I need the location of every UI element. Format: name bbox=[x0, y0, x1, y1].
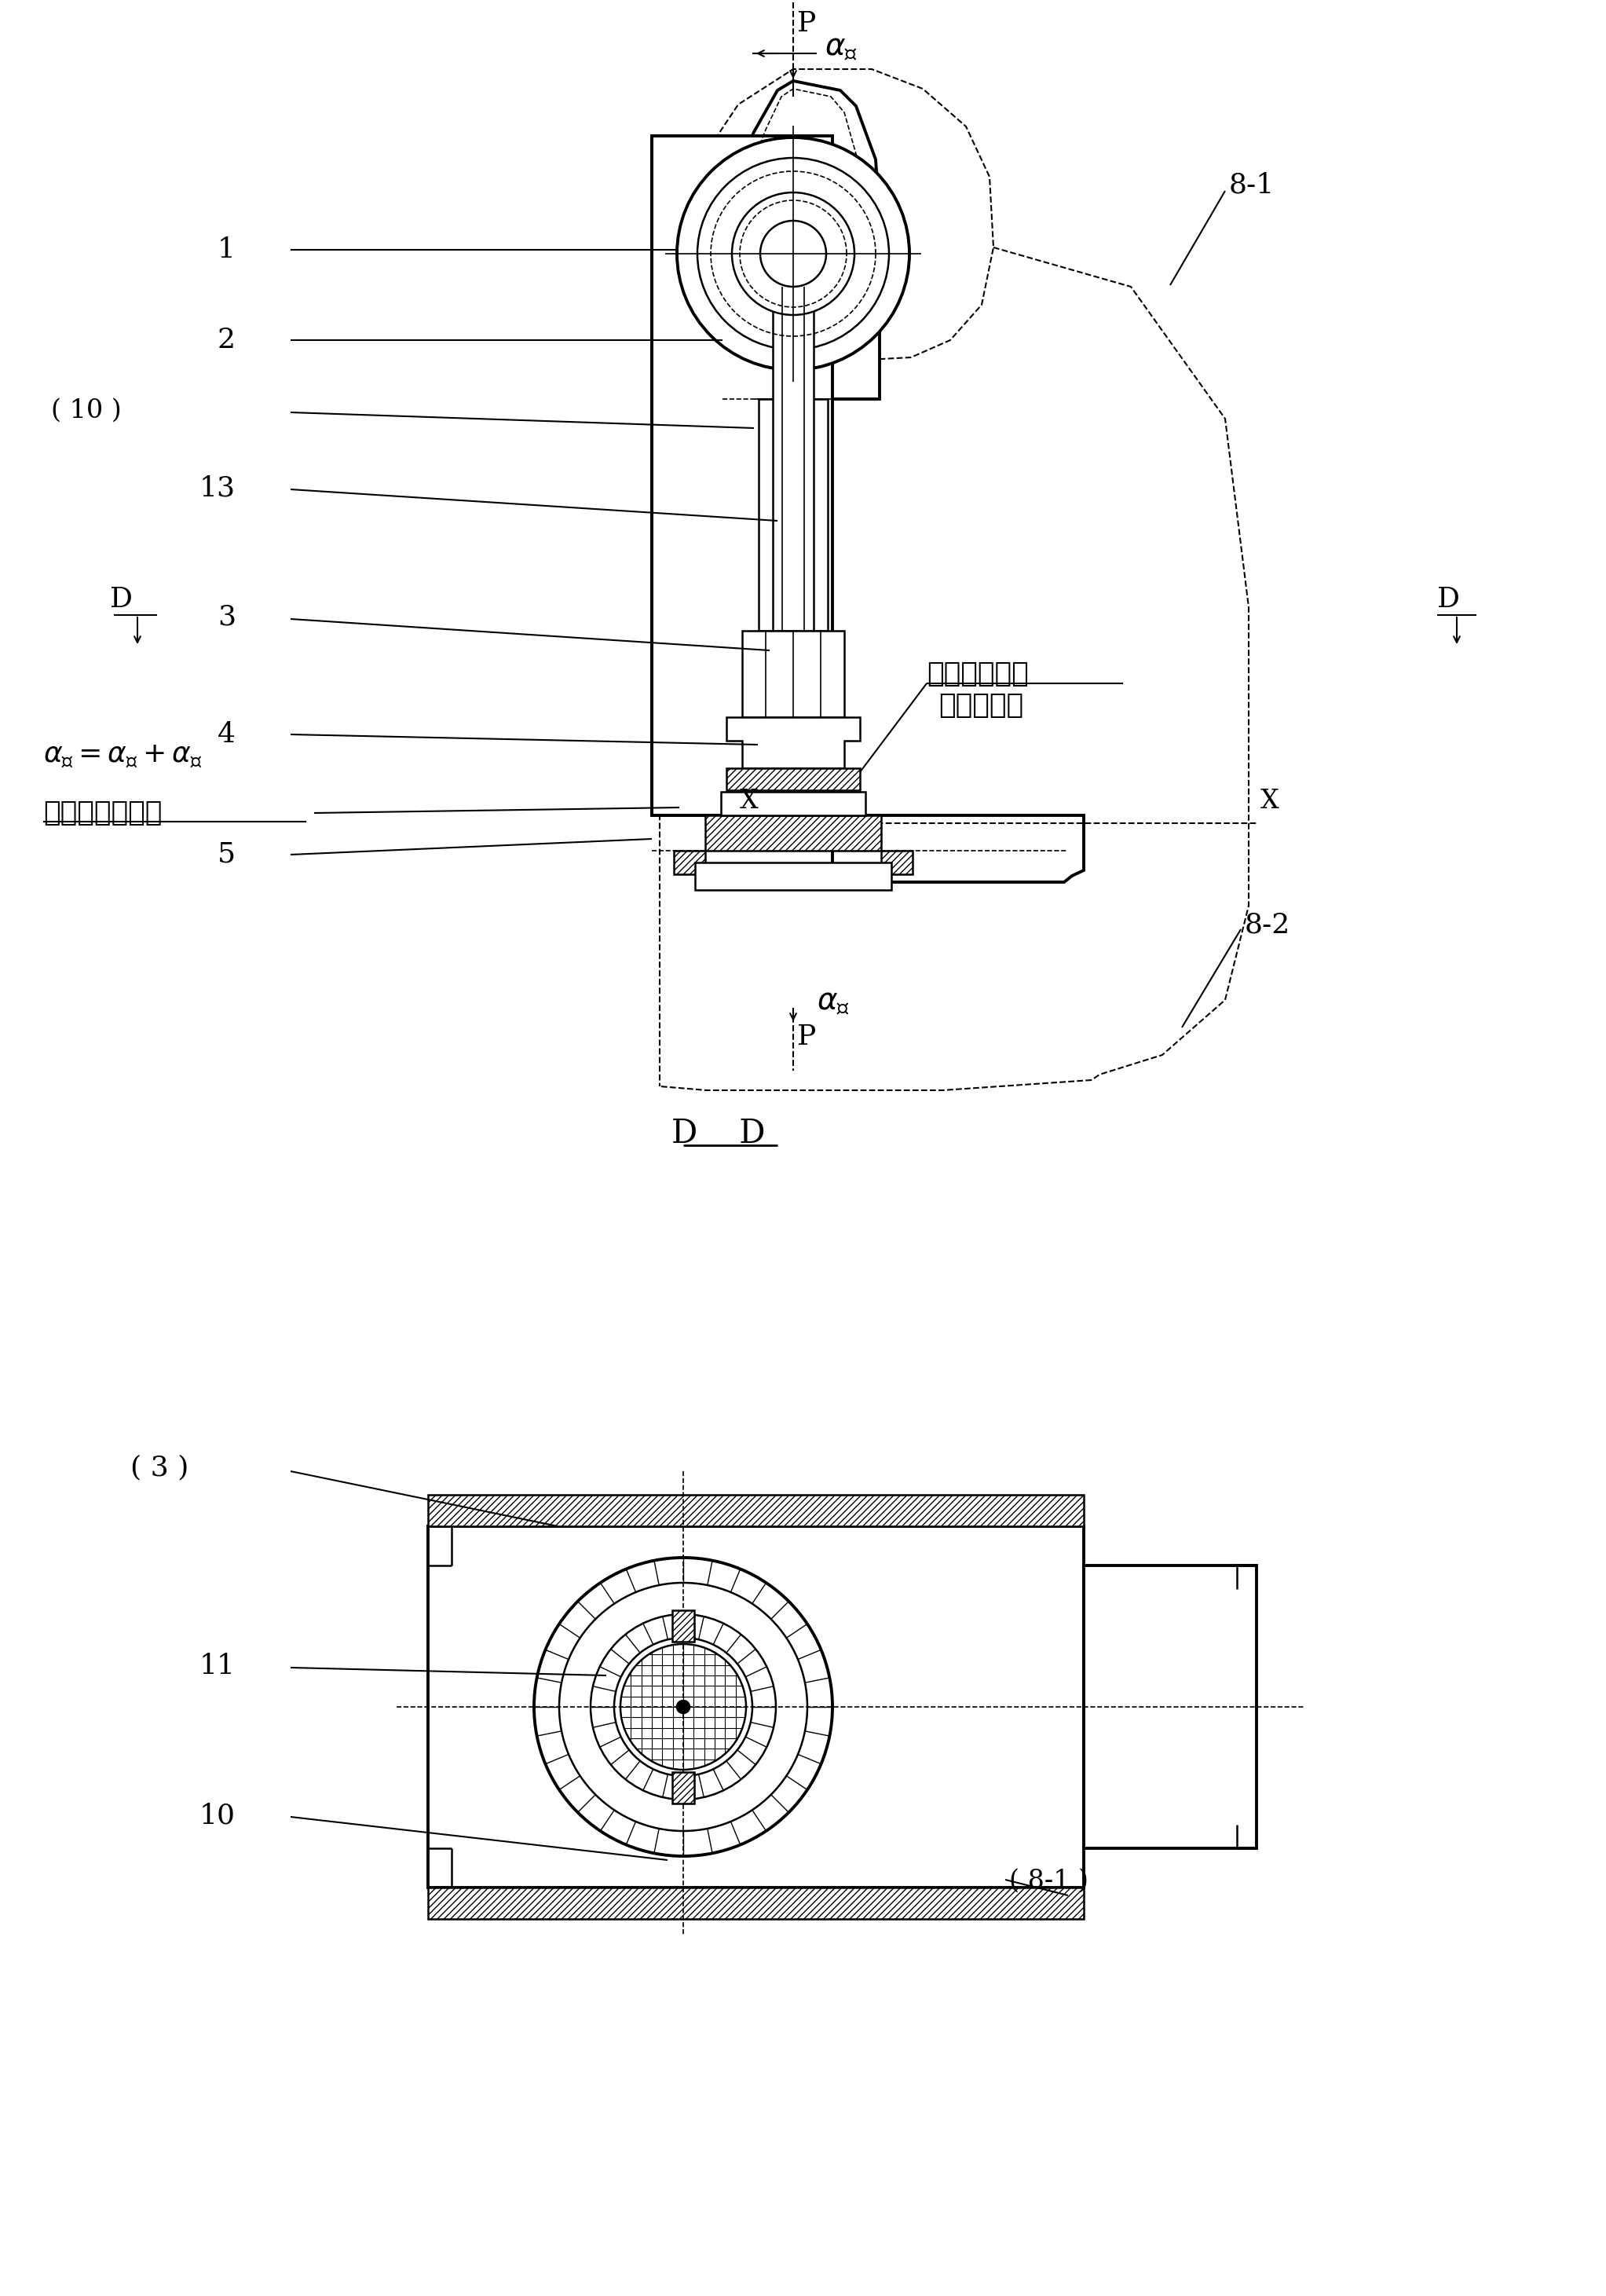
Text: D: D bbox=[1437, 585, 1460, 613]
Text: X: X bbox=[740, 788, 758, 813]
Text: ( 3 ): ( 3 ) bbox=[130, 1453, 188, 1481]
Circle shape bbox=[732, 193, 854, 315]
Text: 4: 4 bbox=[217, 721, 236, 748]
Polygon shape bbox=[772, 287, 814, 631]
Circle shape bbox=[678, 138, 909, 370]
Polygon shape bbox=[652, 135, 832, 815]
Circle shape bbox=[591, 1614, 776, 1800]
Polygon shape bbox=[1084, 1566, 1256, 1848]
Polygon shape bbox=[695, 863, 891, 891]
Text: $\alpha_{总}=\alpha_{上}+\alpha_{下}$: $\alpha_{总}=\alpha_{上}+\alpha_{下}$ bbox=[43, 744, 202, 769]
Text: 11: 11 bbox=[199, 1653, 236, 1678]
Polygon shape bbox=[675, 852, 705, 875]
Circle shape bbox=[559, 1582, 808, 1830]
Polygon shape bbox=[882, 852, 912, 875]
Circle shape bbox=[760, 220, 825, 287]
Text: 上模与下模碰撞: 上模与下模碰撞 bbox=[43, 799, 162, 827]
Polygon shape bbox=[429, 1495, 1084, 1527]
Polygon shape bbox=[429, 1527, 1084, 1887]
Text: 5: 5 bbox=[217, 840, 236, 868]
Polygon shape bbox=[723, 269, 880, 400]
Polygon shape bbox=[673, 1609, 694, 1642]
Text: D    D: D D bbox=[671, 1116, 766, 1150]
Polygon shape bbox=[721, 792, 866, 815]
Text: $\alpha_{下}$: $\alpha_{下}$ bbox=[817, 987, 850, 1017]
Circle shape bbox=[535, 1557, 832, 1855]
Text: 2: 2 bbox=[217, 326, 236, 354]
Text: P: P bbox=[797, 9, 816, 37]
Text: P: P bbox=[797, 1024, 816, 1049]
Text: $\alpha_{上}$: $\alpha_{上}$ bbox=[824, 34, 858, 62]
Text: 1: 1 bbox=[217, 236, 236, 264]
Text: X: X bbox=[1261, 788, 1278, 813]
Text: 3: 3 bbox=[217, 604, 236, 631]
Text: 8-1: 8-1 bbox=[1229, 172, 1275, 197]
Text: ( 10 ): ( 10 ) bbox=[51, 397, 122, 422]
Polygon shape bbox=[758, 400, 827, 631]
Text: D: D bbox=[109, 585, 133, 613]
Text: 13: 13 bbox=[199, 475, 236, 501]
Text: 和尺寸偏差: 和尺寸偏差 bbox=[938, 691, 1023, 719]
Circle shape bbox=[697, 158, 890, 349]
Polygon shape bbox=[429, 1887, 1084, 1919]
Text: 8-2: 8-2 bbox=[1245, 912, 1291, 939]
Text: 10: 10 bbox=[199, 1802, 236, 1828]
Polygon shape bbox=[726, 769, 859, 790]
Circle shape bbox=[678, 1701, 689, 1713]
Circle shape bbox=[620, 1644, 747, 1770]
Polygon shape bbox=[652, 815, 1084, 882]
Polygon shape bbox=[726, 716, 859, 769]
Text: 工件出现毛刺: 工件出现毛刺 bbox=[927, 661, 1028, 687]
Polygon shape bbox=[673, 1773, 694, 1802]
Text: ( 8-1 ): ( 8-1 ) bbox=[1009, 1869, 1089, 1894]
Polygon shape bbox=[742, 631, 845, 716]
Circle shape bbox=[613, 1637, 752, 1777]
Polygon shape bbox=[718, 80, 880, 317]
Polygon shape bbox=[705, 815, 882, 852]
